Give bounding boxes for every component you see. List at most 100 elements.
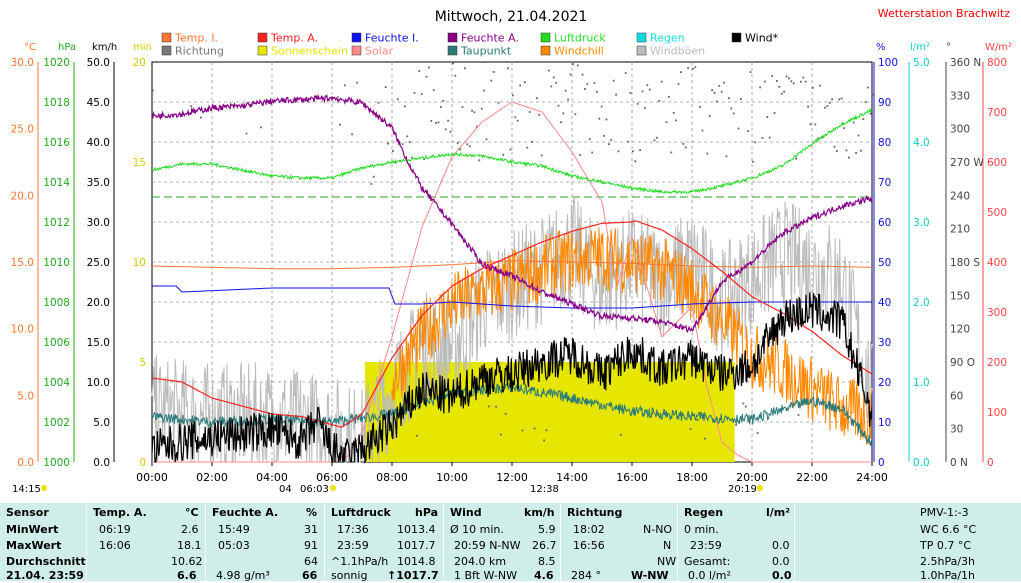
direction-dot bbox=[524, 81, 526, 84]
legend-swatch bbox=[351, 45, 362, 56]
direction-dot bbox=[783, 90, 785, 93]
sunshine-bar bbox=[710, 362, 714, 462]
direction-dot bbox=[560, 121, 562, 124]
direction-dot bbox=[641, 90, 644, 93]
sunshine-bar bbox=[680, 362, 684, 462]
stats-dewpoint: TP 0.7 °C bbox=[920, 539, 972, 552]
direction-dot bbox=[425, 75, 428, 78]
direction-dot bbox=[466, 143, 469, 146]
direction-dot bbox=[766, 116, 769, 118]
direction-dot bbox=[612, 79, 615, 82]
sunshine-bar bbox=[428, 362, 432, 462]
stats-header: Sensor bbox=[6, 506, 49, 519]
axis-tick-label: 1008 bbox=[43, 297, 70, 309]
sunshine-bar bbox=[518, 362, 522, 462]
stats-col-direction: Richtung 18:02 N-NO 16:56 N NW 284 ° W-NW bbox=[567, 503, 677, 582]
direction-dot bbox=[797, 414, 800, 416]
axis-tick-label: 270 W bbox=[950, 157, 984, 169]
direction-dot bbox=[500, 433, 502, 436]
sunshine-bar bbox=[425, 362, 429, 462]
sunshine-bar bbox=[476, 362, 480, 462]
sunshine-bar bbox=[659, 362, 663, 462]
series-line bbox=[152, 101, 872, 463]
stats-value: 0.0 bbox=[772, 555, 790, 568]
direction-dot bbox=[557, 104, 560, 107]
direction-dot bbox=[857, 134, 860, 137]
stats-time: 05:03 bbox=[218, 539, 250, 552]
stats-degrees: 284 ° bbox=[571, 569, 601, 582]
direction-dot bbox=[449, 130, 452, 133]
direction-dot bbox=[377, 101, 380, 104]
stats-col-humidity: Feuchte A.% 15:49 31 05:03 91 64 4.98 g/m³… bbox=[212, 503, 322, 582]
sunshine-bar bbox=[683, 362, 687, 462]
direction-dot bbox=[569, 73, 572, 76]
sunshine-bar bbox=[701, 362, 705, 462]
direction-dot bbox=[495, 405, 497, 408]
stats-value: N bbox=[663, 539, 672, 552]
direction-dot bbox=[845, 149, 848, 152]
direction-dot bbox=[701, 129, 704, 132]
sunshine-bar bbox=[485, 362, 489, 462]
direction-dot bbox=[814, 123, 817, 126]
stats-value: 31 bbox=[304, 523, 318, 536]
direction-dot bbox=[656, 136, 658, 139]
direction-dot bbox=[663, 409, 665, 411]
direction-dot bbox=[804, 80, 807, 83]
direction-dot bbox=[444, 128, 447, 131]
direction-dot bbox=[552, 76, 555, 79]
axis-tick-label: 30.0 bbox=[11, 57, 34, 69]
x-tick-label: 10:00 bbox=[436, 471, 468, 484]
sunshine-bar bbox=[629, 362, 633, 462]
station-name: Wetterstation Brachwitz bbox=[878, 7, 1010, 20]
sunshine-bar bbox=[434, 362, 438, 462]
x-tick-label: 08:00 bbox=[376, 471, 408, 484]
direction-dot bbox=[531, 140, 533, 143]
axis-tick-label: 150 bbox=[950, 290, 970, 302]
direction-dot bbox=[639, 149, 641, 151]
direction-dot bbox=[413, 91, 416, 94]
direction-dot bbox=[764, 80, 766, 83]
sunshine-bar bbox=[455, 362, 459, 462]
legend-swatch bbox=[540, 45, 551, 56]
direction-dot bbox=[732, 112, 735, 115]
direction-dot bbox=[620, 433, 622, 436]
axis-tick-label: 100 bbox=[878, 57, 898, 69]
axis-tick-label: 60 bbox=[878, 217, 891, 229]
direction-dot bbox=[526, 146, 529, 149]
direction-dot bbox=[492, 70, 495, 73]
sunshine-bar bbox=[677, 362, 681, 462]
direction-dot bbox=[756, 432, 759, 434]
axis-tick-label: 0 N bbox=[950, 457, 968, 469]
axis-tick-label: 25.0 bbox=[87, 257, 110, 269]
sunshine-bar bbox=[479, 362, 483, 462]
sunshine-bar bbox=[494, 362, 498, 462]
direction-dot bbox=[819, 84, 821, 87]
axis-tick-label: 90 O bbox=[950, 357, 975, 369]
direction-dot bbox=[737, 127, 740, 130]
direction-dot bbox=[468, 145, 471, 148]
direction-dot bbox=[488, 405, 490, 408]
stats-label: Durchschnitt bbox=[6, 555, 86, 568]
direction-dot bbox=[816, 137, 819, 140]
direction-dot bbox=[708, 115, 711, 118]
axis-unit-label: ° bbox=[946, 42, 951, 53]
direction-dot bbox=[694, 66, 697, 69]
x-tick-label: 22:00 bbox=[796, 471, 828, 484]
stats-col-pressure: Luftdruck hPa 17:36 1013.4 23:59 1017.7 ^1.… bbox=[331, 503, 441, 582]
direction-dot bbox=[718, 84, 721, 87]
legend-label: Solar bbox=[365, 45, 394, 58]
axis-tick-label: 400 bbox=[987, 257, 1007, 269]
direction-dot bbox=[598, 117, 601, 120]
stats-col-rain: Regen l/m² 0 min. 23:59 0.0 Gesamt: 0.0 0.0… bbox=[684, 503, 794, 582]
series-line bbox=[391, 227, 873, 445]
direction-dot bbox=[574, 113, 577, 116]
stats-distance: 204.0 km bbox=[454, 555, 507, 568]
stats-forecast: sonnig bbox=[331, 569, 368, 582]
axis-tick-label: 10.0 bbox=[87, 377, 110, 389]
axis-tick-label: 20 bbox=[878, 377, 891, 389]
direction-dot bbox=[545, 429, 548, 432]
sun-marker-left bbox=[41, 485, 47, 491]
stats-header: Wind bbox=[450, 506, 482, 519]
sunshine-bar bbox=[572, 362, 576, 462]
stats-time: 06:19 bbox=[99, 523, 131, 536]
